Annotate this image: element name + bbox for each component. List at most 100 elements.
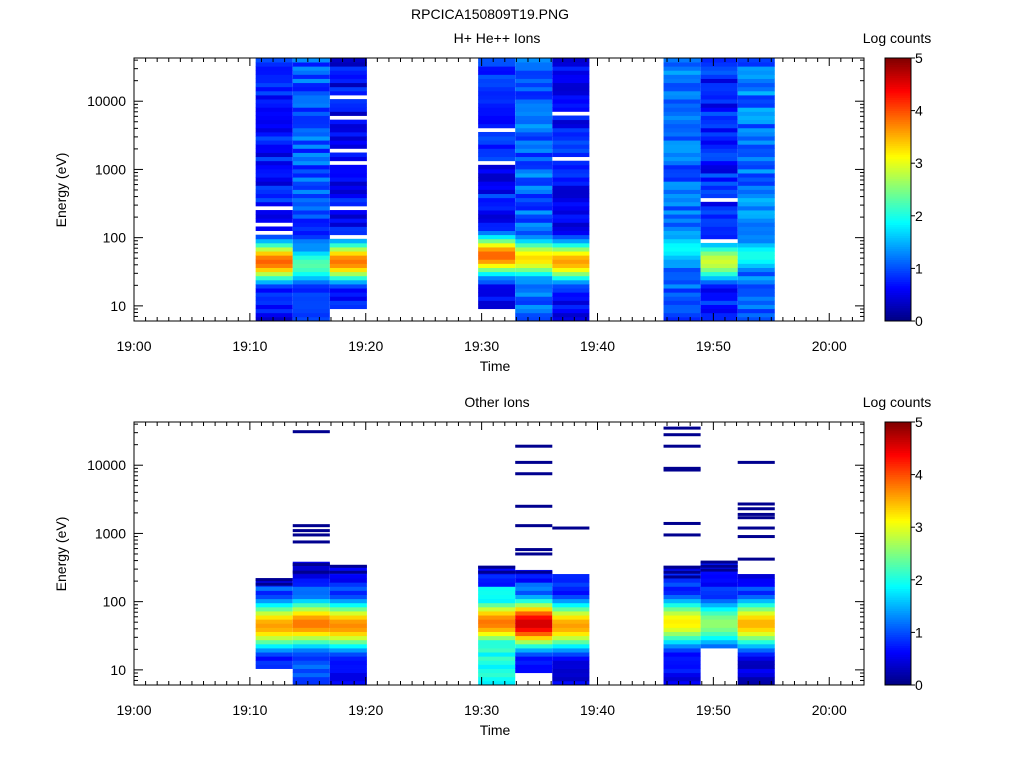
heatmap-cell [292, 288, 330, 293]
heatmap-cell [329, 656, 367, 661]
colorbar-segment [885, 191, 911, 195]
heatmap-cell [515, 156, 553, 162]
y-tick-label: 10 [110, 662, 126, 678]
heatmap-cell [737, 70, 775, 75]
heatmap-cell [663, 316, 701, 322]
heatmap-cell [552, 185, 590, 190]
heatmap-cell [663, 619, 701, 624]
heatmap-cell [737, 238, 775, 244]
heatmap-cell [700, 292, 738, 297]
heatmap-cell [737, 304, 775, 310]
heatmap-cell [552, 136, 590, 141]
heatmap-cell [329, 619, 367, 624]
heatmap-cell [292, 189, 330, 195]
heatmap-cell [478, 189, 516, 195]
heatmap-cell [329, 189, 367, 195]
colorbar-segment [885, 511, 911, 515]
heatmap-cell [663, 234, 701, 240]
heatmap-cell [700, 569, 738, 575]
heatmap-cell [255, 189, 293, 195]
heatmap-cell [700, 210, 738, 215]
heatmap-cell [737, 284, 775, 289]
heatmap-cell [663, 205, 701, 211]
heatmap-cell [478, 275, 516, 281]
colorbar-segment [885, 189, 911, 193]
heatmap-cell [700, 107, 738, 112]
colorbar-segment [885, 628, 911, 631]
x-tick-label: 19:30 [464, 702, 499, 718]
heatmap-cell [478, 267, 516, 273]
heatmap-cell [663, 267, 701, 273]
heatmap-count-line [515, 444, 553, 448]
heatmap-cell [552, 635, 590, 641]
heatmap-cell [663, 230, 701, 236]
colorbar-segment [885, 248, 911, 252]
x-tick-label: 19:30 [464, 338, 499, 354]
heatmap-cell [478, 586, 516, 591]
heatmap-cell [552, 643, 590, 649]
heatmap-cell [292, 578, 330, 583]
heatmap-cell [737, 602, 775, 608]
colorbar-segment [885, 608, 911, 611]
heatmap-count-line [700, 568, 738, 572]
heatmap-cell [515, 177, 553, 182]
x-tick-label: 19:00 [116, 702, 151, 718]
heatmap-cell [737, 131, 775, 137]
heatmap-cell [552, 606, 590, 612]
heatmap-cell [737, 226, 775, 231]
heatmap-cell [700, 606, 738, 612]
colorbar-segment [885, 487, 911, 491]
heatmap-cell [255, 271, 293, 277]
heatmap-cell [478, 152, 516, 158]
colorbar-segment [885, 575, 911, 579]
heatmap-cell [329, 635, 367, 641]
heatmap-cell [515, 652, 553, 657]
heatmap-cell [292, 635, 330, 641]
heatmap-cell [329, 242, 367, 248]
heatmap-cell [515, 312, 553, 318]
heatmap-count-line [737, 507, 775, 511]
colorbar-segment [885, 652, 911, 655]
colorbar-segment [885, 239, 911, 243]
heatmap-cell [478, 304, 516, 310]
heatmap-cell [292, 66, 330, 71]
colorbar-segment [885, 233, 911, 236]
heatmap-cell [329, 639, 367, 645]
colorbar-segment [885, 463, 911, 467]
heatmap-cell [255, 300, 293, 305]
colorbar-segment [885, 566, 911, 570]
heatmap-cell [552, 275, 590, 281]
heatmap-cell [255, 144, 293, 149]
heatmap-cell [515, 627, 553, 632]
colorbar-tick-label: 0 [915, 313, 923, 329]
heatmap-cell [552, 90, 590, 96]
heatmap-cell [478, 131, 516, 137]
colorbar-segment [885, 649, 911, 653]
x-tick-label: 19:40 [580, 338, 615, 354]
heatmap-cell [552, 656, 590, 661]
heatmap-cell [292, 226, 330, 231]
heatmap-cell [515, 189, 553, 195]
panel-1-title: H+ He++ Ions [454, 30, 541, 46]
heatmap-count-line [737, 460, 775, 464]
heatmap-cell [737, 111, 775, 116]
heatmap-cell [737, 656, 775, 661]
heatmap-cell [515, 586, 553, 591]
heatmap-cell [255, 164, 293, 170]
heatmap-cell [663, 222, 701, 227]
heatmap-cell [292, 205, 330, 211]
heatmap-cell [515, 590, 553, 595]
colorbar-segment [885, 196, 911, 199]
heatmap-cell [478, 201, 516, 207]
colorbar-segment [885, 307, 911, 311]
x-tick-label: 19:50 [696, 338, 731, 354]
heatmap-cell [737, 74, 775, 79]
heatmap-cell [329, 582, 367, 587]
heatmap-cell [700, 304, 738, 310]
heatmap-cell [515, 664, 553, 669]
heatmap-cell [663, 201, 701, 207]
heatmap-cell [552, 218, 590, 223]
colorbar-tick-label: 3 [915, 155, 923, 171]
heatmap-cell [255, 275, 293, 281]
heatmap-cell [515, 578, 553, 583]
